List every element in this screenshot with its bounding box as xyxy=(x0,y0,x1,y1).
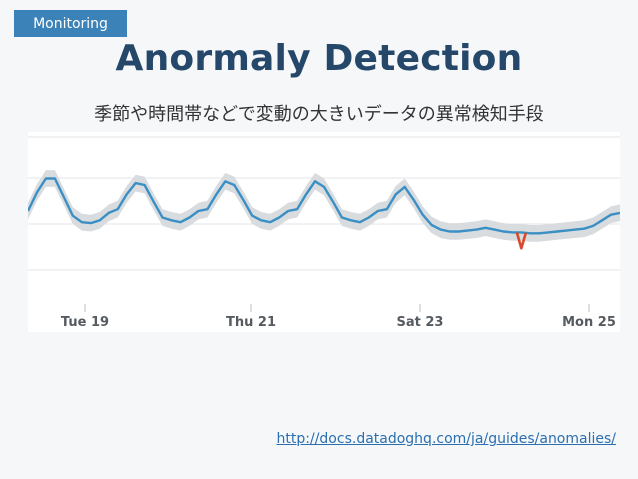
section-tag: Monitoring xyxy=(14,10,127,37)
timeseries-chart: Tue 19 Thu 21 Sat 23 Mon 25 xyxy=(28,132,620,332)
page-title: Anormaly Detection xyxy=(115,38,523,79)
x-tick-label-3: Sat 23 xyxy=(397,315,444,330)
docs-link[interactable]: http://docs.datadoghq.com/ja/guides/anom… xyxy=(276,431,616,447)
x-tick-label-2: Thu 21 xyxy=(226,315,276,330)
x-tick-label-4: Mon 25 xyxy=(562,315,616,330)
page-subtitle: 季節や時間帯などで変動の大きいデータの異常検知手段 xyxy=(94,104,544,125)
anomaly-mark-1 xyxy=(515,232,528,250)
series-line xyxy=(28,177,620,235)
x-tick-label-1: Tue 19 xyxy=(61,315,109,330)
expected-range-band xyxy=(28,170,620,242)
chart-svg: Tue 19 Thu 21 Sat 23 Mon 25 xyxy=(28,136,620,330)
